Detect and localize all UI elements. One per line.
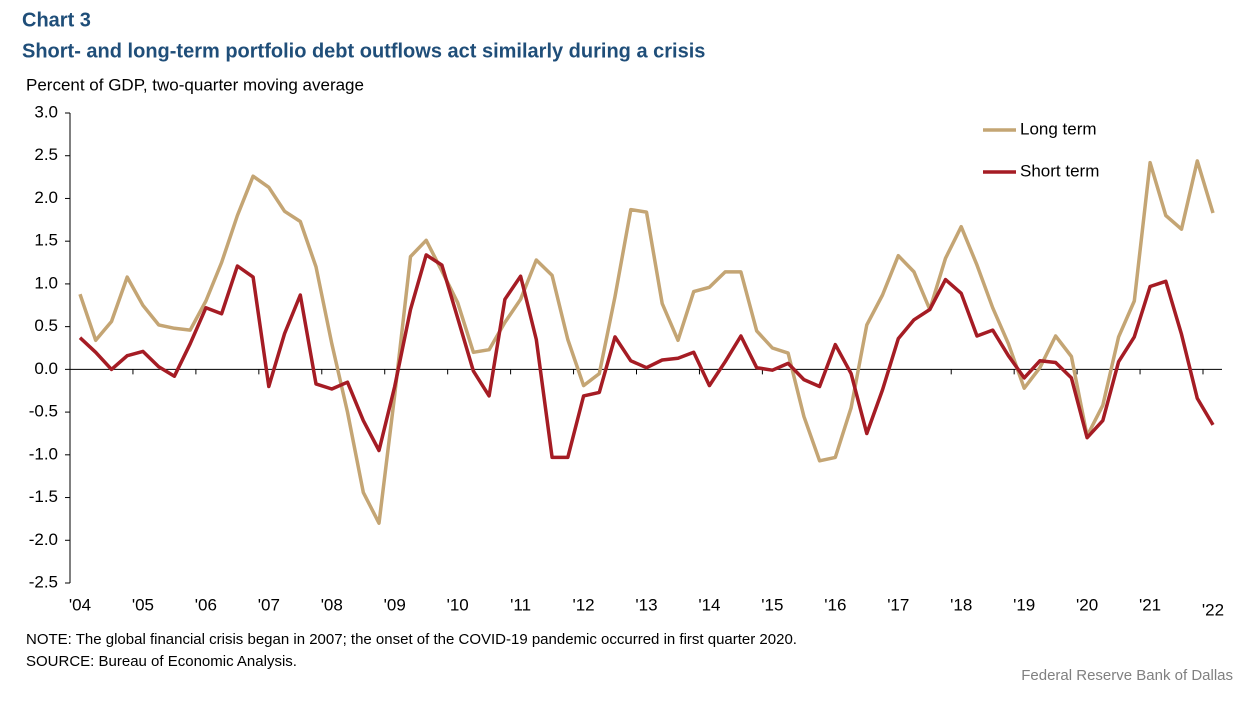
y-tick-label: 0.0	[34, 359, 58, 378]
y-tick-label: 2.5	[34, 145, 58, 164]
y-tick-label: -1.0	[29, 444, 58, 463]
x-tick-label: '13	[635, 595, 657, 614]
y-tick-label: -1.5	[29, 487, 58, 506]
x-tick-label: '12	[572, 595, 594, 614]
x-tick-label: '20	[1076, 595, 1098, 614]
chart-subtitle: Short- and long-term portfolio debt outf…	[22, 40, 705, 62]
x-tick-label: '08	[321, 595, 343, 614]
x-tick-label: '15	[761, 595, 783, 614]
y-tick-label: -2.0	[29, 530, 58, 549]
x-tick-label: '14	[698, 595, 720, 614]
x-tick-label: '09	[384, 595, 406, 614]
credit: Federal Reserve Bank of Dallas	[1021, 667, 1233, 684]
x-tick-label: '16	[824, 595, 846, 614]
y-tick-label: 2.0	[34, 188, 58, 207]
series-line	[78, 159, 1215, 525]
x-tick-label: '18	[950, 595, 972, 614]
series-line	[78, 253, 1215, 460]
x-tick-label: '19	[1013, 595, 1035, 614]
x-tick-label: '05	[132, 595, 154, 614]
y-tick-label: 1.0	[34, 273, 58, 292]
x-tick-label: '22	[1202, 600, 1224, 619]
x-tick-label: '04	[69, 595, 91, 614]
x-tick-label: '21	[1139, 595, 1161, 614]
chart-title: Chart 3	[22, 9, 91, 31]
y-tick-label: 0.5	[34, 316, 58, 335]
legend-label: Long term	[1020, 119, 1097, 138]
x-tick-label: '11	[510, 595, 531, 614]
source: SOURCE: Bureau of Economic Analysis.	[26, 653, 297, 670]
legend-label: Short term	[1020, 161, 1099, 180]
x-tick-label: '07	[258, 595, 280, 614]
y-tick-label: -0.5	[29, 402, 58, 421]
x-tick-label: '06	[195, 595, 217, 614]
y-tick-label: 1.5	[34, 231, 58, 250]
y-tick-label: 3.0	[34, 102, 58, 121]
y-axis-label: Percent of GDP, two-quarter moving avera…	[26, 75, 364, 94]
x-tick-label: '10	[447, 595, 469, 614]
x-tick-label: '17	[887, 595, 909, 614]
y-tick-label: -2.5	[29, 572, 58, 591]
note: NOTE: The global financial crisis began …	[26, 631, 797, 648]
